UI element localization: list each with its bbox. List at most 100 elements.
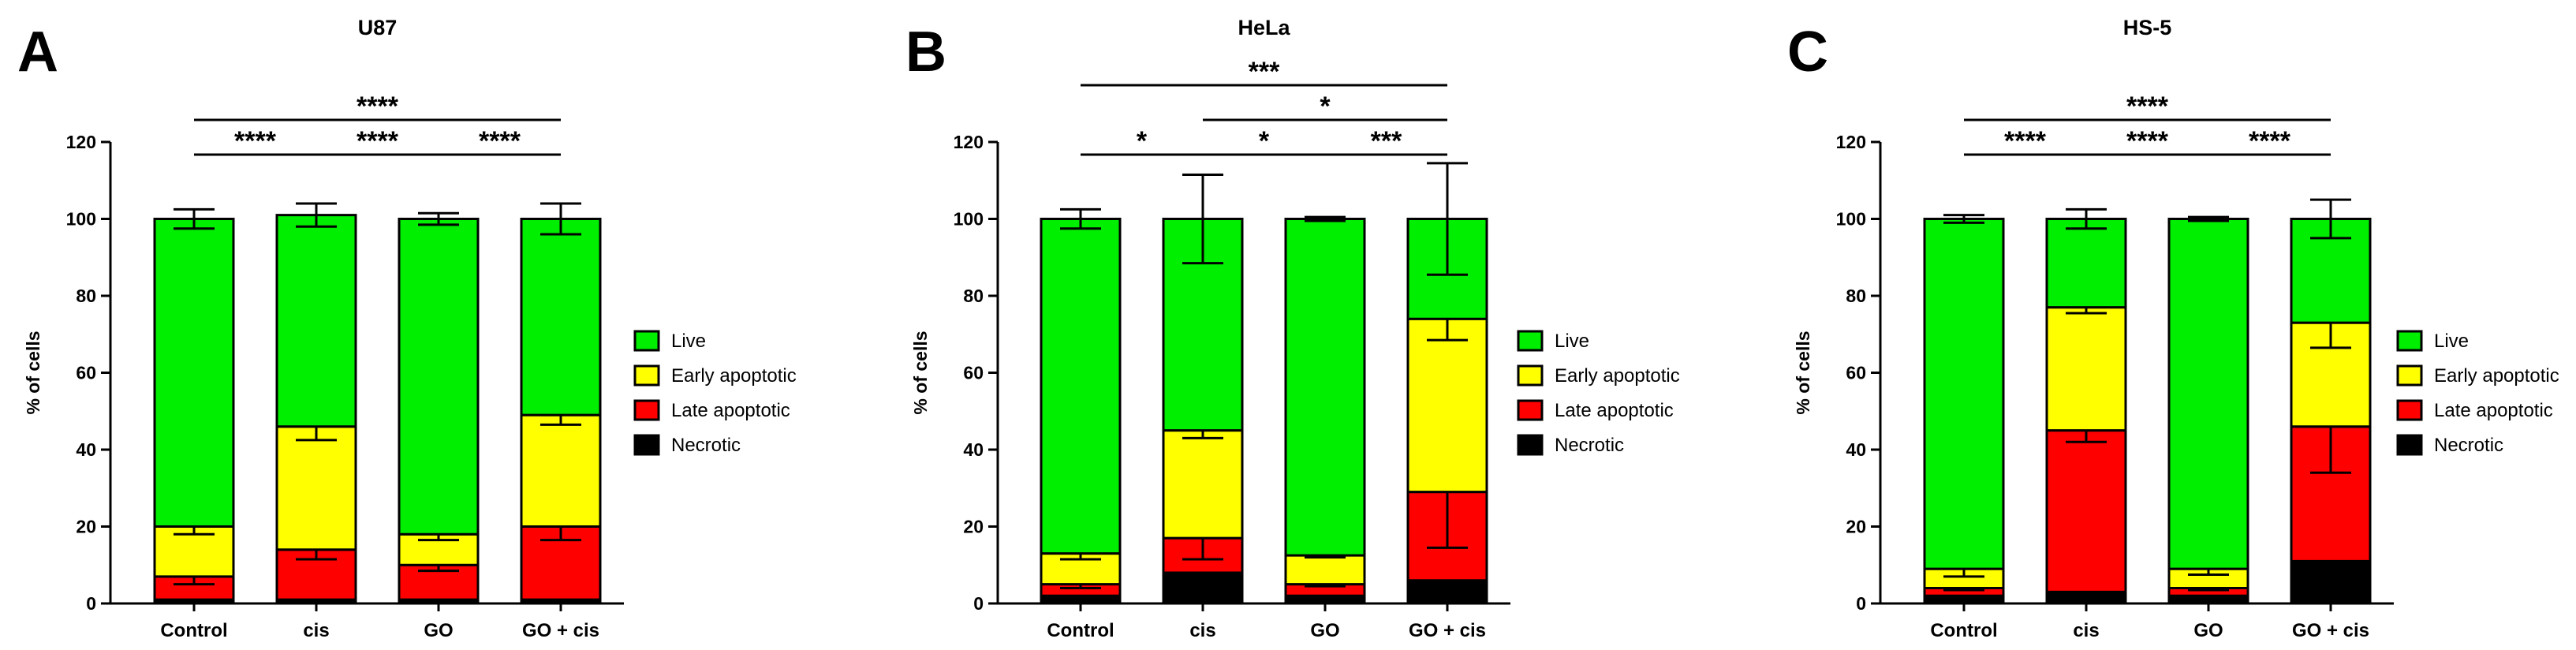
panel-b-significance-label: *** — [1249, 57, 1280, 87]
panel-c-legend-label-late-apoptotic: Late apoptotic — [2434, 400, 2553, 421]
panel-a-y-tick-label: 100 — [66, 209, 96, 230]
panel-b-legend: Live Early apoptotic Late apoptotic Necroti… — [1517, 330, 1680, 456]
panel-a-y-tick-label: 60 — [76, 363, 96, 383]
panel-a-legend-label-early-apoptotic: Early apoptotic — [671, 365, 797, 387]
panel-b-category-label-go: GO — [1310, 620, 1339, 641]
panel-b-bar-go-cis-early-apoptotic — [1406, 317, 1488, 494]
panel-b-legend-swatch-live — [1517, 330, 1544, 352]
panel-a-bar-go-cis-live — [520, 218, 602, 417]
panel-c-category-label-control: Control — [1930, 620, 1997, 641]
panel-c-significance-label: **** — [2126, 126, 2169, 156]
panel-b-bar-go-live — [1284, 218, 1366, 557]
panel-c-legend-swatch-early-apoptotic — [2396, 364, 2423, 387]
panel-b-y-tick-label: 80 — [963, 286, 984, 306]
panel-a-legend-swatch-necrotic — [633, 434, 660, 456]
panel-c-bar-go-live — [2167, 218, 2249, 570]
panel-b-legend-label-late-apoptotic: Late apoptotic — [1555, 400, 1674, 421]
panel-c-y-tick-label: 100 — [1836, 209, 1866, 230]
panel-a-error-bar-go-live — [418, 211, 459, 226]
panel-b-legend-label-early-apoptotic: Early apoptotic — [1555, 365, 1680, 387]
panel-c-y-tick-label: 120 — [1836, 132, 1866, 152]
panel-a-legend-label-late-apoptotic: Late apoptotic — [671, 400, 790, 421]
panel-c-category-label-go-cis: GO + cis — [2292, 620, 2369, 641]
panel-b-bar-cis-necrotic — [1162, 571, 1244, 605]
panel-a-category-label-control: Control — [160, 620, 227, 641]
panel-c-legend: Live Early apoptotic Late apoptotic Necroti… — [2396, 330, 2559, 456]
panel-a-significance-label: **** — [479, 126, 521, 156]
panel-c-legend-swatch-late-apoptotic — [2396, 399, 2423, 421]
panel-a-error-bar-cis-live — [296, 202, 337, 228]
panel-c-legend-label-live: Live — [2434, 331, 2469, 352]
panel-b-category-label-go-cis: GO + cis — [1409, 620, 1486, 641]
panel-a-y-tick-label: 20 — [76, 517, 96, 537]
panel-a-bar-cis-early-apoptotic — [275, 425, 357, 551]
panel-b-title: HeLa — [1238, 16, 1290, 39]
panel-b-error-bar-control-live — [1060, 207, 1101, 230]
panel-b-category-label-control: Control — [1047, 620, 1114, 641]
panel-b-legend-swatch-late-apoptotic — [1517, 399, 1544, 421]
panel-c-legend-label-early-apoptotic: Early apoptotic — [2434, 365, 2559, 387]
panel-c-y-tick-label: 40 — [1846, 439, 1866, 460]
panel-c-error-bar-control-live — [1943, 214, 1984, 224]
panel-a-bar-go-live — [398, 218, 480, 536]
panel-a-error-bar-go-cis-live — [540, 202, 581, 236]
panel-b: B HeLa % of cells 0 20 40 60 80 100 120 Control cis… — [905, 16, 1680, 641]
panel-c-legend-swatch-live — [2396, 330, 2423, 352]
panel-a-category-label-cis: cis — [303, 620, 329, 641]
panel-a-legend-swatch-late-apoptotic — [633, 399, 660, 421]
panel-b-significance-label: * — [1137, 126, 1148, 156]
panel-b-legend-swatch-necrotic — [1517, 434, 1544, 456]
panel-a-bar-cis-live — [275, 214, 357, 428]
panel-c-title: HS-5 — [2123, 16, 2172, 39]
panel-a-bar-go-cis-early-apoptotic — [520, 413, 602, 528]
panel-c-y-tick-label: 60 — [1846, 363, 1866, 383]
panel-a-y-tick-label: 40 — [76, 439, 96, 460]
panel-b-error-bar-cis-live — [1182, 173, 1223, 265]
panel-a-category-label-go-cis: GO + cis — [522, 620, 599, 641]
panel-c-legend-label-necrotic: Necrotic — [2434, 435, 2503, 456]
panel-a-category-label-go: GO — [424, 620, 453, 641]
panel-b-significance-label: *** — [1371, 126, 1402, 156]
panel-a-legend-swatch-early-apoptotic — [633, 364, 660, 387]
panel-b-error-bar-go-cis-live — [1427, 162, 1468, 276]
panel-c-y-tick-label: 0 — [1856, 593, 1866, 614]
panel-b-error-bar-go-live — [1305, 215, 1346, 222]
panel-a-significance-label: **** — [234, 126, 277, 156]
panel-b-legend-label-live: Live — [1555, 331, 1589, 352]
panel-a-significance-label: **** — [357, 126, 399, 156]
panel-a-y-tick-label: 120 — [66, 132, 96, 152]
panel-a-y-tick-label: 0 — [86, 593, 96, 614]
panel-a-significance-label: **** — [357, 92, 399, 121]
panel-c-y-tick-label: 80 — [1846, 286, 1866, 306]
panel-a-legend-swatch-live — [633, 330, 660, 352]
panel-b-y-tick-label: 20 — [963, 517, 984, 537]
panel-b-letter: B — [905, 21, 946, 84]
panel-a-y-axis-label: % of cells — [23, 331, 43, 414]
panel-b-y-axis-label: % of cells — [910, 331, 931, 414]
panel-c-error-bar-go-cis-live — [2310, 198, 2351, 240]
panel-a-legend-label-live: Live — [671, 331, 706, 352]
panel-c-bar-cis-live — [2045, 218, 2127, 309]
panel-c-significance-label: **** — [2249, 126, 2291, 156]
panel-b-bar-cis-early-apoptotic — [1162, 429, 1244, 540]
panel-c-legend-swatch-necrotic — [2396, 434, 2423, 456]
panel-a-legend-label-necrotic: Necrotic — [671, 435, 741, 456]
panel-a-letter: A — [17, 21, 58, 84]
panel-c-error-bar-cis-live — [2066, 207, 2107, 230]
panel-b-y-tick-label: 0 — [973, 593, 984, 614]
panel-c-letter: C — [1787, 21, 1828, 84]
panel-c-y-tick-label: 20 — [1846, 517, 1866, 537]
panel-a-bar-control-live — [153, 218, 235, 528]
panel-b-y-tick-label: 60 — [963, 363, 984, 383]
panel-b-y-tick-label: 40 — [963, 439, 984, 460]
panel-c-bar-control-live — [1923, 218, 2005, 570]
panel-a-legend: Live Early apoptotic Late apoptotic Necroti… — [633, 330, 797, 456]
panel-a-error-bar-control-live — [174, 207, 215, 230]
panel-c-category-label-go: GO — [2193, 620, 2223, 641]
panel-b-y-tick-label: 100 — [954, 209, 984, 230]
panel-b-legend-swatch-early-apoptotic — [1517, 364, 1544, 387]
panel-c: C HS-5 % of cells 0 20 40 60 80 100 120 Control cis… — [1787, 16, 2559, 641]
panel-b-bar-control-live — [1040, 218, 1122, 555]
panel-a-title: U87 — [358, 16, 398, 39]
